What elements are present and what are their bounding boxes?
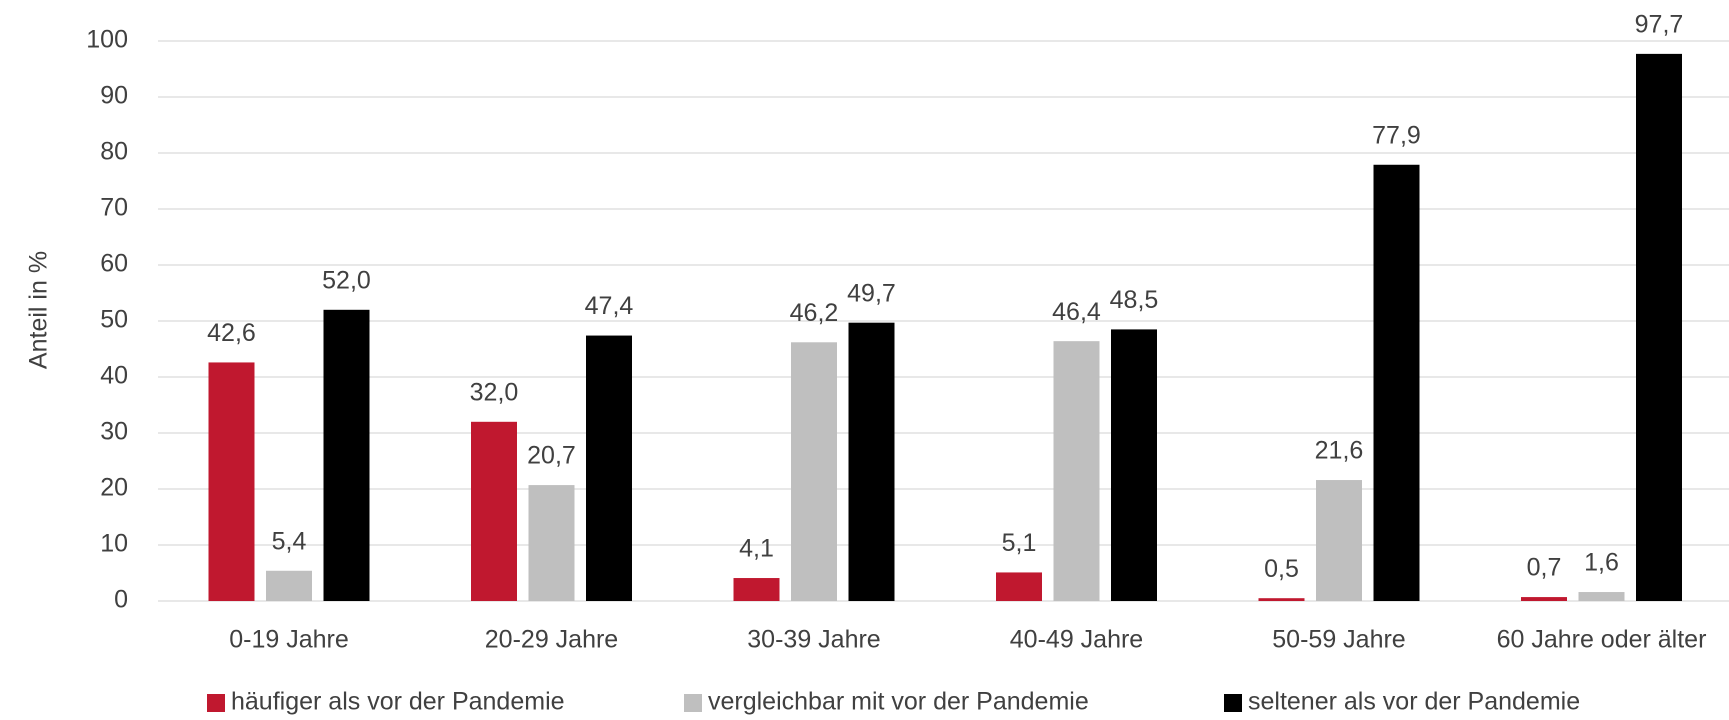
- data-label: 5,1: [1002, 529, 1037, 557]
- bar: [733, 578, 780, 601]
- data-label: 46,4: [1052, 298, 1101, 326]
- bar: [1521, 597, 1567, 601]
- y-tick-label: 20: [100, 474, 128, 502]
- data-label: 47,4: [585, 292, 634, 320]
- legend-label: häufiger als vor der Pandemie: [231, 688, 565, 716]
- x-tick-label: 60 Jahre oder älter: [1497, 626, 1707, 654]
- bar: [208, 362, 255, 601]
- y-axis-label: Anteil in %: [25, 251, 53, 369]
- data-label: 48,5: [1110, 286, 1159, 314]
- bar: [586, 335, 632, 601]
- y-tick-label: 70: [100, 194, 128, 222]
- bar: [791, 342, 837, 601]
- data-label: 5,4: [272, 527, 307, 555]
- data-label: 77,9: [1372, 121, 1421, 149]
- legend-label: seltener als vor der Pandemie: [1248, 688, 1580, 716]
- bar: [848, 322, 895, 601]
- bar: [1111, 329, 1157, 601]
- legend-swatch: [207, 694, 225, 712]
- x-tick-label: 40-49 Jahre: [1010, 626, 1143, 654]
- y-tick-label: 100: [86, 26, 128, 54]
- y-tick-label: 50: [100, 306, 128, 334]
- legend-swatch: [684, 694, 702, 712]
- legend-label: vergleichbar mit vor der Pandemie: [708, 688, 1089, 716]
- y-tick-label: 60: [100, 250, 128, 278]
- data-label: 46,2: [790, 299, 839, 327]
- data-label: 21,6: [1315, 437, 1364, 465]
- x-tick-label: 20-29 Jahre: [485, 626, 618, 654]
- data-label: 49,7: [847, 279, 896, 307]
- y-tick-label: 30: [100, 418, 128, 446]
- data-label: 4,1: [739, 535, 774, 563]
- y-tick-label: 10: [100, 530, 128, 558]
- bar: [1316, 480, 1362, 601]
- bar: [266, 570, 312, 601]
- legend-swatch: [1224, 694, 1242, 712]
- bar: [323, 309, 370, 601]
- data-label: 1,6: [1584, 549, 1619, 577]
- data-label: 52,0: [322, 266, 371, 294]
- bar: [1258, 598, 1305, 601]
- x-tick-label: 50-59 Jahre: [1272, 626, 1405, 654]
- x-tick-label: 0-19 Jahre: [229, 626, 349, 654]
- data-label: 0,5: [1264, 555, 1299, 583]
- data-label: 32,0: [470, 378, 519, 406]
- bar: [1373, 164, 1420, 601]
- bar: [1053, 341, 1100, 601]
- data-label: 20,7: [527, 442, 576, 470]
- y-tick-label: 40: [100, 362, 128, 390]
- bar: [1636, 53, 1682, 601]
- bar: [1578, 592, 1625, 601]
- x-tick-label: 30-39 Jahre: [747, 626, 880, 654]
- data-label: 97,7: [1635, 10, 1684, 38]
- y-tick-label: 90: [100, 82, 128, 110]
- bar: [996, 572, 1042, 601]
- bar: [471, 421, 517, 601]
- bar: [528, 485, 575, 601]
- data-label: 0,7: [1527, 554, 1562, 582]
- y-tick-label: 0: [114, 586, 128, 614]
- data-label: 42,6: [207, 319, 256, 347]
- y-tick-label: 80: [100, 138, 128, 166]
